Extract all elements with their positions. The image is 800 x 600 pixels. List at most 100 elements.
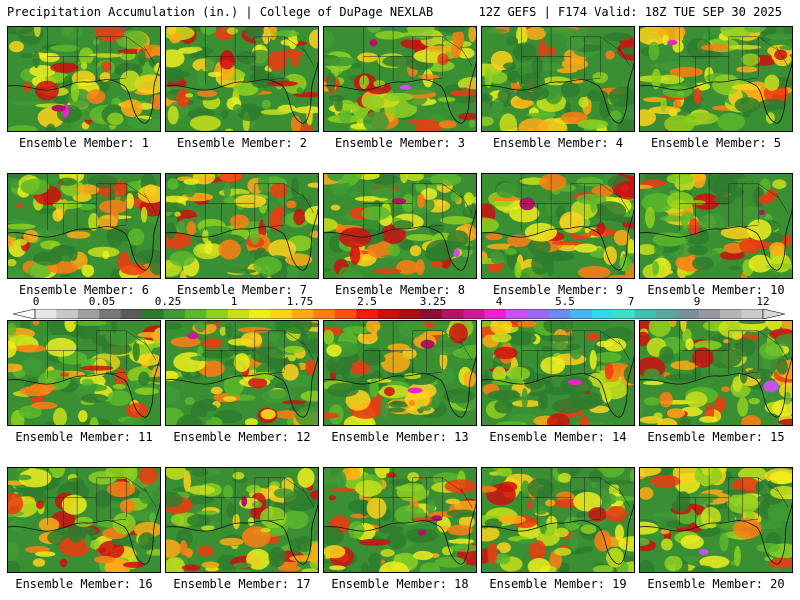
ensemble-member-map xyxy=(481,467,635,573)
colorbar-swatch xyxy=(420,309,443,319)
precip-field xyxy=(8,468,160,572)
colorbar-tick-label: 5.5 xyxy=(555,295,575,308)
precip-field xyxy=(640,27,792,131)
ensemble-member-map xyxy=(481,26,635,132)
ensemble-member-map xyxy=(481,173,635,279)
colorbar-swatch xyxy=(399,309,421,319)
ensemble-member-map xyxy=(481,320,635,426)
ensemble-member-map xyxy=(323,467,477,573)
ensemble-member-label: Ensemble Member: 9 xyxy=(492,283,624,297)
colorbar-swatch xyxy=(698,309,721,319)
ensemble-member-label: Ensemble Member: 13 xyxy=(331,430,469,444)
colorbar-swatch xyxy=(313,309,336,319)
colorbar-swatch xyxy=(527,309,550,319)
precip-colorbar xyxy=(13,309,785,319)
ensemble-member-map xyxy=(323,173,477,279)
ensemble-member-label: Ensemble Member: 20 xyxy=(647,577,785,591)
colorbar-swatch xyxy=(655,309,678,319)
precip-field xyxy=(482,321,634,425)
colorbar-swatch xyxy=(184,309,207,319)
colorbar-swatch xyxy=(249,309,271,319)
colorbar-swatch xyxy=(591,309,614,319)
precip-field xyxy=(324,27,476,131)
ensemble-member-map xyxy=(639,467,793,573)
model-run-info: 12Z GEFS | F174 Valid: 18Z TUE SEP 30 20… xyxy=(478,5,782,19)
ensemble-member-label: Ensemble Member: 17 xyxy=(173,577,311,591)
ensemble-member-label: Ensemble Member: 7 xyxy=(176,283,308,297)
colorbar-swatch xyxy=(506,309,528,319)
ensemble-member-map xyxy=(165,320,319,426)
ensemble-member-map xyxy=(7,173,161,279)
ensemble-member-map xyxy=(639,320,793,426)
ensemble-member-map xyxy=(7,467,161,573)
ensemble-member-label: Ensemble Member: 4 xyxy=(492,136,624,150)
colorbar-swatch xyxy=(441,309,464,319)
precip-field xyxy=(324,321,476,425)
colorbar-swatch xyxy=(484,309,507,319)
precip-field xyxy=(8,27,160,131)
ensemble-member-label: Ensemble Member: 19 xyxy=(489,577,627,591)
colorbar-swatch xyxy=(463,309,485,319)
ensemble-member-label: Ensemble Member: 8 xyxy=(334,283,466,297)
precip-field xyxy=(482,468,634,572)
colorbar-swatch xyxy=(77,309,100,319)
ensemble-member-label: Ensemble Member: 15 xyxy=(647,430,785,444)
precip-field xyxy=(640,468,792,572)
colorbar-swatch xyxy=(741,309,764,319)
ensemble-member-label: Ensemble Member: 12 xyxy=(173,430,311,444)
precip-field xyxy=(324,174,476,278)
ensemble-member-label: Ensemble Member: 18 xyxy=(331,577,469,591)
precip-field xyxy=(166,321,318,425)
colorbar-tick-label: 7 xyxy=(627,295,635,308)
precip-field xyxy=(482,174,634,278)
colorbar-tick-label: 1 xyxy=(230,295,238,308)
colorbar-swatch xyxy=(206,309,228,319)
precip-field xyxy=(8,321,160,425)
colorbar-tick-label: 0.25 xyxy=(154,295,182,308)
colorbar-tick-label: 3.25 xyxy=(419,295,447,308)
colorbar-swatch xyxy=(377,309,400,319)
ensemble-member-label: Ensemble Member: 1 xyxy=(18,136,150,150)
ensemble-member-label: Ensemble Member: 6 xyxy=(18,283,150,297)
precip-field xyxy=(640,174,792,278)
colorbar-swatch xyxy=(163,309,186,319)
colorbar-swatch xyxy=(56,309,79,319)
colorbar-tick-label: 0.05 xyxy=(88,295,116,308)
ensemble-member-label: Ensemble Member: 2 xyxy=(176,136,308,150)
ensemble-member-map xyxy=(639,26,793,132)
colorbar-swatch xyxy=(99,309,121,319)
ensemble-member-map xyxy=(7,26,161,132)
precip-field xyxy=(640,321,792,425)
ensemble-member-label: Ensemble Member: 3 xyxy=(334,136,466,150)
ensemble-member-map xyxy=(165,467,319,573)
colorbar-swatch xyxy=(142,309,164,319)
colorbar-swatch xyxy=(634,309,657,319)
colorbar-swatch xyxy=(227,309,250,319)
colorbar-swatch xyxy=(270,309,293,319)
ensemble-member-label: Ensemble Member: 11 xyxy=(15,430,153,444)
colorbar-tick-label: 4 xyxy=(495,295,503,308)
colorbar-low-arrow xyxy=(13,309,36,319)
ensemble-member-label: Ensemble Member: 16 xyxy=(15,577,153,591)
colorbar-tick-label: 12 xyxy=(756,295,770,308)
colorbar-swatch xyxy=(120,309,143,319)
colorbar-swatch xyxy=(720,309,742,319)
precip-field xyxy=(166,27,318,131)
precip-field xyxy=(482,27,634,131)
precip-field xyxy=(166,468,318,572)
ensemble-member-map xyxy=(165,173,319,279)
ensemble-member-map xyxy=(323,26,477,132)
colorbar-tick-label: 2.5 xyxy=(357,295,377,308)
ensemble-member-map xyxy=(165,26,319,132)
map-title: Precipitation Accumulation (in.) | Colle… xyxy=(7,5,434,19)
precip-field xyxy=(166,174,318,278)
colorbar-high-arrow xyxy=(762,309,785,319)
precip-field xyxy=(324,468,476,572)
ensemble-member-label: Ensemble Member: 14 xyxy=(489,430,627,444)
colorbar-tick-label: 9 xyxy=(693,295,701,308)
colorbar-swatch xyxy=(677,309,700,319)
colorbar-swatch xyxy=(548,309,571,319)
colorbar-swatch xyxy=(356,309,378,319)
colorbar-swatch xyxy=(570,309,592,319)
ensemble-member-map xyxy=(323,320,477,426)
